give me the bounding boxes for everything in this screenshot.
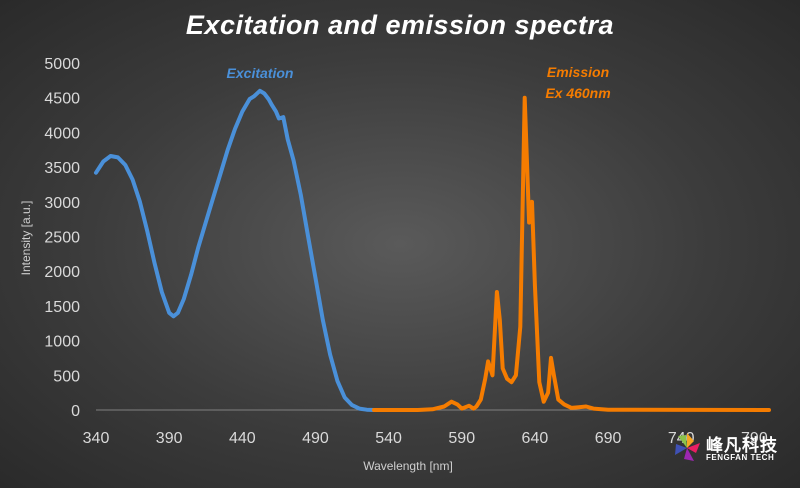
- emission-series-line: [372, 95, 771, 412]
- y-tick-label: 3500: [44, 160, 80, 177]
- chart-title: Excitation and emission spectra: [185, 10, 615, 40]
- x-tick-label: 790: [741, 430, 768, 447]
- x-axis-ticks: 340390440490540590640690740790: [83, 430, 768, 447]
- y-tick-label: 4000: [44, 125, 80, 142]
- x-tick-label: 390: [156, 430, 183, 447]
- y-tick-label: 5000: [44, 56, 80, 73]
- x-tick-label: 640: [522, 430, 549, 447]
- y-tick-label: 1500: [44, 299, 80, 316]
- x-tick-label: 340: [83, 430, 110, 447]
- x-tick-label: 540: [375, 430, 402, 447]
- y-axis-label: Intensity [a.u.]: [19, 201, 33, 276]
- y-tick-label: 2500: [44, 230, 80, 247]
- y-tick-label: 2000: [44, 264, 80, 281]
- x-axis-label: Wavelength [nm]: [363, 459, 453, 473]
- pinwheel-logo-icon: [675, 433, 700, 461]
- logo-english-text: FENGFAN TECH: [706, 453, 775, 462]
- excitation-annotation: Excitation: [227, 65, 294, 81]
- logo-chinese-text: 峰凡科技: [706, 436, 778, 456]
- emission-excitation-wavelength-annotation: Ex 460nm: [545, 85, 610, 101]
- x-tick-label: 590: [448, 430, 475, 447]
- y-tick-label: 500: [53, 368, 80, 385]
- excitation-series-line: [94, 88, 376, 412]
- emission-annotation: Emission: [547, 64, 609, 80]
- y-tick-label: 1000: [44, 334, 80, 351]
- x-tick-label: 490: [302, 430, 329, 447]
- y-axis-ticks: 0 500 1000 1500 2000 2500 3000 3500 4000 4500 5000: [44, 56, 80, 420]
- y-tick-label: 0: [71, 403, 80, 420]
- y-tick-label: 3000: [44, 195, 80, 212]
- series-layer: [94, 88, 771, 412]
- y-tick-label: 4500: [44, 91, 80, 108]
- x-tick-label: 440: [229, 430, 256, 447]
- company-logo: 峰凡科技 FENGFAN TECH: [672, 428, 792, 468]
- x-tick-label: 690: [595, 430, 622, 447]
